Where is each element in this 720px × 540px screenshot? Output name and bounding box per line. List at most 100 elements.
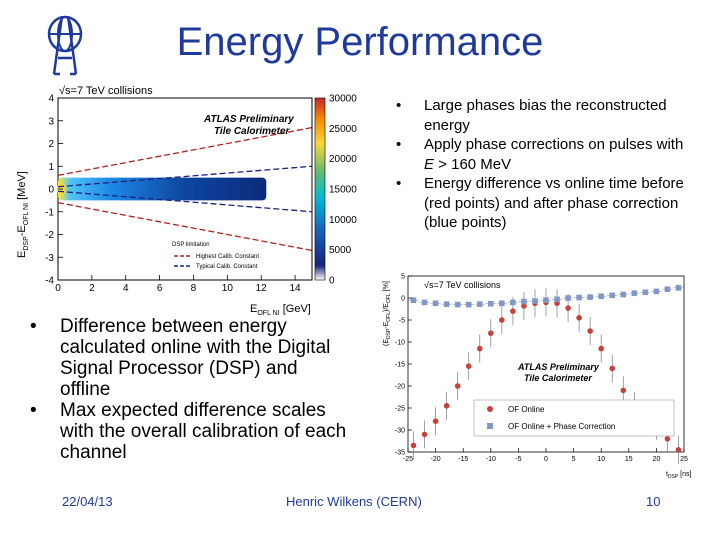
plot1-colorbar-tick-label: 5000 xyxy=(329,245,352,256)
plot1-ytick-label: 4 xyxy=(48,94,54,105)
plot2-red-point xyxy=(664,436,671,442)
plot2-ytick-label: -10 xyxy=(395,340,405,347)
plot1-ytick-label: 0 xyxy=(48,185,54,196)
plot2-blue-point xyxy=(532,298,538,304)
plot1-colorbar-tick-label: 25000 xyxy=(329,124,357,135)
plot2-blue-point xyxy=(609,292,616,299)
plot2-xtick-label: 0 xyxy=(544,456,548,463)
plot2-blue-point xyxy=(576,294,582,301)
right-bullet-3: Energy difference vs online time before … xyxy=(396,174,696,233)
plot2-xtick-label: -25 xyxy=(403,456,413,463)
plot1-xtick-label: 12 xyxy=(256,283,268,294)
plot2-blue-point xyxy=(631,290,638,296)
plot2-blue-point xyxy=(554,296,560,303)
plot1-colorbar-tick-label: 10000 xyxy=(329,215,357,226)
plot2-blue-point xyxy=(664,286,671,292)
plot2-blue-point xyxy=(587,294,593,300)
plot2-xlabel: tDSP [ns] xyxy=(666,471,692,480)
plot2-legend-corrected: OF Online + Phase Correction xyxy=(508,422,615,431)
plot2-ytick-label: -5 xyxy=(399,318,405,325)
plot2-blue-point xyxy=(565,295,571,301)
plot2-blue-point xyxy=(521,298,527,305)
plot2-red-point xyxy=(499,317,505,323)
plot1-band xyxy=(58,177,267,201)
plot1-limit-line-upper-1 xyxy=(57,165,313,188)
energy-vs-time-scatter: -25 -20 -15 -10 -5 0 5 10 15 20 25 5 0 -5 -10 -15 -20 -25… xyxy=(378,262,698,480)
plot2-blue-point xyxy=(410,297,417,303)
plot2-ylabel: (EDSP-EOFL)/EOFL [%] xyxy=(383,281,392,346)
right-bullet-1: Large phases bias the reconstructed ener… xyxy=(396,96,696,135)
plot1-ytick-label: 2 xyxy=(48,139,54,150)
right-bullet-list: Large phases bias the reconstructed ener… xyxy=(396,96,696,233)
plot2-ytick-label: 0 xyxy=(401,296,405,303)
plot2-xtick-label: 20 xyxy=(653,456,661,463)
plot1-legend-title: DSP limitation xyxy=(172,242,210,248)
plot2-blue-point xyxy=(598,293,604,300)
plot1-ytick-label: 3 xyxy=(48,116,54,127)
plot1-xtick-label: 0 xyxy=(55,283,61,294)
plot2-red-point xyxy=(521,303,527,309)
plot2-blue-point xyxy=(421,299,428,306)
plot2-atlas-sublabel: Tile Calorimeter xyxy=(524,373,592,383)
plot2-blue-point xyxy=(510,299,516,306)
plot1-xtick-label: 14 xyxy=(290,283,302,294)
plot1-ytick-label: -3 xyxy=(45,253,54,264)
plot2-xtick-label: -10 xyxy=(486,456,496,463)
footer-author: Henric Wilkens (CERN) xyxy=(286,494,422,509)
plot2-blue-point xyxy=(499,300,505,307)
plot1-limit-line-lower-1 xyxy=(57,190,313,213)
plot2-red-point xyxy=(565,305,571,311)
plot2-red-point xyxy=(510,308,516,314)
plot2-blue-point xyxy=(653,288,660,295)
plot2-header: √s=7 TeV collisions xyxy=(424,280,501,290)
plot2-ytick-label: -35 xyxy=(395,450,405,457)
plot2-blue-point xyxy=(443,301,450,307)
plot2-legend-marker-red xyxy=(487,406,493,412)
plot2-blue-point xyxy=(675,285,682,291)
plot2-xtick-label: 15 xyxy=(625,456,633,463)
plot2-red-point xyxy=(421,431,428,438)
plot2-blue-point xyxy=(454,301,461,308)
plot2-red-point xyxy=(609,365,616,372)
plot1-ytick-label: -2 xyxy=(45,230,54,241)
plot1-xtick-label: 8 xyxy=(191,283,197,294)
plot1-atlas-sublabel: Tile Calorimeter xyxy=(214,126,291,137)
plot2-ytick-label: -15 xyxy=(395,362,405,369)
footer-date: 22/04/13 xyxy=(62,494,113,509)
plot1-colorbar-tick-label: 0 xyxy=(329,276,335,287)
plot2-xtick-label: -5 xyxy=(515,456,521,463)
plot2-legend-online: OF Online xyxy=(508,405,545,414)
plot2-ytick-label: -30 xyxy=(395,428,405,435)
plot2-xtick-label: 25 xyxy=(680,456,688,463)
plot2-red-point xyxy=(576,315,582,321)
plot2-legend-box xyxy=(473,399,675,437)
plot1-xtick-label: 4 xyxy=(123,283,129,294)
plot1-atlas-label: ATLAS Preliminary xyxy=(203,114,294,125)
plot1-xlabel: EOFL NI [GeV] xyxy=(250,303,311,317)
footer-page-number: 10 xyxy=(646,494,661,509)
left-bullet-2: Max expected difference scales with the … xyxy=(30,400,350,463)
plot2-blue-point xyxy=(488,300,494,307)
plot2-red-point xyxy=(443,403,450,409)
plot1-xtick-label: 10 xyxy=(222,283,234,294)
plot2-legend-marker-blue xyxy=(487,423,493,429)
plot1-xtick-label: 2 xyxy=(89,283,95,294)
plot1-header: √s=7 TeV collisions xyxy=(59,85,153,97)
plot2-red-point xyxy=(465,363,472,369)
plot2-red-point xyxy=(454,383,461,389)
plot1-ytick-label: -1 xyxy=(45,207,54,218)
plot1-colorbar-tick-label: 15000 xyxy=(329,185,357,196)
plot2-ytick-label: -20 xyxy=(395,384,405,391)
plot2-xtick-label: 10 xyxy=(597,456,605,463)
plot1-xtick-label: 6 xyxy=(157,283,163,294)
plot1-limit-line-upper-0 xyxy=(57,126,313,176)
plot2-red-point xyxy=(587,328,593,334)
plot2-red-point xyxy=(488,330,494,336)
plot2-red-point xyxy=(620,387,627,394)
plot2-blue-point xyxy=(432,300,439,307)
plot2-blue-point xyxy=(465,301,472,308)
plot1-ylabel: EDSP-EOFL NI [MeV] xyxy=(16,171,30,258)
plot2-red-point xyxy=(410,442,417,449)
plot2-blue-point xyxy=(642,289,649,296)
